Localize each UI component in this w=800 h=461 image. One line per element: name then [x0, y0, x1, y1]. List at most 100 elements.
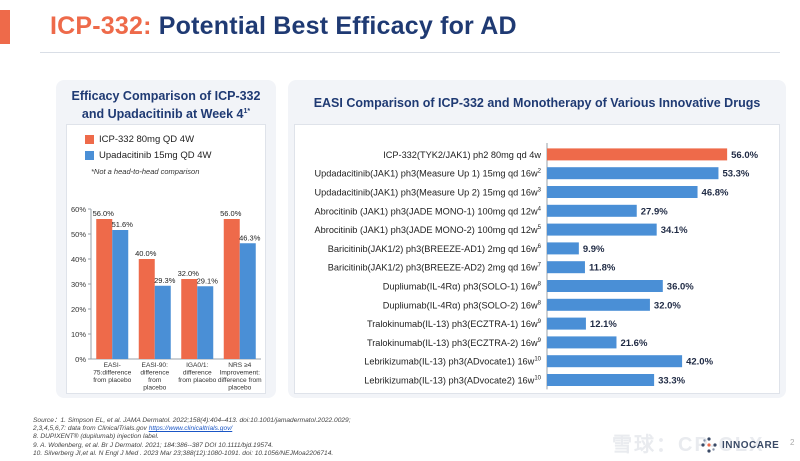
title-accent-bar — [0, 10, 10, 44]
left-title-sup: 1* — [243, 108, 251, 115]
legend-item-upadacitinib: Upadacitinib 15mg QD 4W — [85, 150, 211, 161]
data-label: 42.0% — [686, 357, 713, 368]
data-label: 11.8% — [589, 263, 616, 274]
bar — [547, 204, 637, 217]
footer-line-4: 9. A. Wollenberg, et al. Br J Dermatol. … — [33, 441, 274, 449]
x-tick-label: placebo — [143, 385, 166, 392]
x-tick-label: placebo — [228, 385, 251, 392]
bar — [547, 336, 617, 349]
x-tick-label: Improvement: — [220, 370, 260, 377]
footer-line-2: 2,3,4,5,6,7: data from ClinicalTrials.go… — [33, 425, 149, 433]
title-divider — [40, 52, 780, 53]
legend-item-icp332: ICP-332 80mg QD 4W — [85, 134, 194, 145]
footer-line-1: Source：1. Simpson EL, et al. JAMA Dermat… — [33, 417, 351, 424]
right-panel: EASI Comparison of ICP-332 and Monothera… — [288, 80, 786, 398]
bar — [547, 280, 663, 292]
data-label: 32.0% — [654, 300, 681, 311]
x-tick-label: difference from — [218, 377, 262, 384]
bar — [197, 286, 214, 359]
legend-label-upadacitinib: Upadacitinib 15mg QD 4W — [99, 150, 212, 161]
data-label: 29.3% — [154, 276, 176, 285]
right-bar-chart: ICP-332(TYK2/JAK1) ph2 80mg qd 4w 56.0% Up… — [314, 143, 759, 390]
bar — [96, 219, 113, 359]
y-tick-label: 60% — [71, 205, 86, 214]
x-tick-label: from — [148, 377, 162, 384]
bar — [223, 219, 240, 359]
data-label: 51.6% — [112, 220, 134, 229]
left-title-line2: and Upadacitinib at Week 4 — [81, 107, 244, 122]
data-label: 34.1% — [661, 225, 688, 236]
x-tick-label: EASI-90: — [142, 362, 169, 369]
data-label: 29.1% — [197, 276, 219, 285]
bar — [138, 259, 155, 359]
footer-link[interactable]: https://www.clinicaltrials.gov/ — [148, 425, 233, 433]
footer-line-3: 8. DUPIXENT® (dupilumab) injection label… — [33, 433, 159, 441]
bar — [547, 242, 579, 255]
category-label: Lebrikizumab(IL-13) ph3(ADvocate2) 16w10 — [364, 376, 541, 386]
bar — [547, 355, 683, 368]
bar — [547, 317, 586, 330]
data-label: 53.3% — [722, 169, 749, 180]
footer-sources: Source：1. Simpson EL, et al. JAMA Dermat… — [33, 417, 351, 458]
title-text: Potential Best Efficacy for AD — [151, 12, 517, 40]
page-title: ICP-332: Potential Best Efficacy for AD — [50, 12, 517, 41]
title-highlight: ICP-332: — [50, 12, 152, 40]
page-number: 2 — [790, 438, 795, 447]
bar — [547, 148, 728, 161]
logo-text: INNOCARE — [722, 439, 780, 451]
x-tick-label: 75:difference — [93, 370, 131, 377]
data-label: 56.0% — [93, 209, 115, 218]
bar — [181, 279, 198, 359]
y-tick-label: 50% — [71, 230, 86, 239]
data-label: 46.3% — [239, 233, 261, 242]
data-label: 27.9% — [641, 206, 668, 217]
data-label: 36.0% — [667, 282, 694, 293]
y-tick-label: 30% — [71, 280, 86, 289]
bar — [239, 243, 256, 359]
legend-label-icp332: ICP-332 80mg QD 4W — [99, 134, 195, 145]
category-label: Abrocitinib (JAK1) ph3(JADE MONO-2) 100m… — [315, 225, 542, 235]
right-panel-title: EASI Comparison of ICP-332 and Monothera… — [313, 96, 761, 110]
y-tick-label: 20% — [71, 305, 86, 314]
x-tick-label: difference — [140, 370, 169, 377]
bar — [154, 285, 171, 359]
x-tick-label: NRS ≥4 — [228, 362, 251, 369]
footer-line-5: 10. Silverberg JI,et al. N Engl J Med . … — [33, 449, 334, 457]
bar — [547, 261, 585, 274]
comparison-note: *Not a head-to-head comparison — [91, 167, 200, 176]
x-tick-label: from placebo — [93, 377, 131, 384]
legend-swatch-upadacitinib — [85, 151, 94, 160]
data-label: 9.9% — [583, 244, 605, 255]
watermark: 雪球：CP-CLX — [612, 434, 765, 456]
left-chart-frame: ICP-332 80mg QD 4W Upadacitinib 15mg QD … — [66, 124, 266, 394]
category-label: Updadacitinib(JAK1) ph3(Measure Up 2) 15… — [314, 188, 541, 198]
x-tick-label: difference — [183, 370, 212, 377]
bar — [547, 223, 657, 236]
category-label: Lebrikizumab(IL-13) ph3(ADvocate1) 16w10 — [364, 357, 541, 367]
x-tick-label: from placebo — [178, 377, 216, 384]
data-label: 56.0% — [220, 209, 242, 218]
left-panel-title: Efficacy Comparison of ICP-332 and Upada… — [56, 88, 276, 122]
data-label: 12.1% — [590, 319, 617, 330]
x-tick-label: IGA0/1: — [186, 362, 209, 369]
y-tick-label: 40% — [71, 255, 86, 264]
category-label: Abrocitinib (JAK1) ph3(JADE MONO-1) 100m… — [315, 206, 542, 216]
category-label: Dupliumab(IL-4Rα) ph3(SOLO-2) 16w8 — [383, 300, 542, 310]
bar — [112, 230, 129, 359]
left-title-line1: Efficacy Comparison of ICP-332 — [71, 89, 261, 103]
category-label: ICP-332(TYK2/JAK1) ph2 80mg qd 4w — [383, 150, 541, 160]
category-label: Dupliumab(IL-4Rα) ph3(SOLO-1) 16w8 — [383, 282, 542, 292]
logo-icon — [701, 437, 717, 453]
category-label: Updadacitinib(JAK1) ph3(Measure Up 1) 15… — [314, 169, 541, 179]
bar — [547, 167, 719, 180]
right-chart-frame: ICP-332(TYK2/JAK1) ph2 80mg qd 4w 56.0% Up… — [294, 124, 780, 394]
data-label: 56.0% — [731, 150, 758, 161]
data-label: 32.0% — [178, 269, 200, 278]
data-label: 21.6% — [620, 338, 647, 349]
left-panel: Efficacy Comparison of ICP-332 and Upada… — [56, 80, 276, 398]
category-label: Baricitinib(JAK1/2) ph3(BREEZE-AD1) 2mg … — [328, 244, 542, 254]
data-label: 46.8% — [702, 188, 729, 199]
left-bar-chart: 0% 10% 20% 30% 40% 50% 60% 56.0% 51.6% EASI-75:di… — [71, 205, 262, 392]
bar — [547, 298, 650, 311]
company-logo: INNOCARE — [700, 436, 779, 454]
